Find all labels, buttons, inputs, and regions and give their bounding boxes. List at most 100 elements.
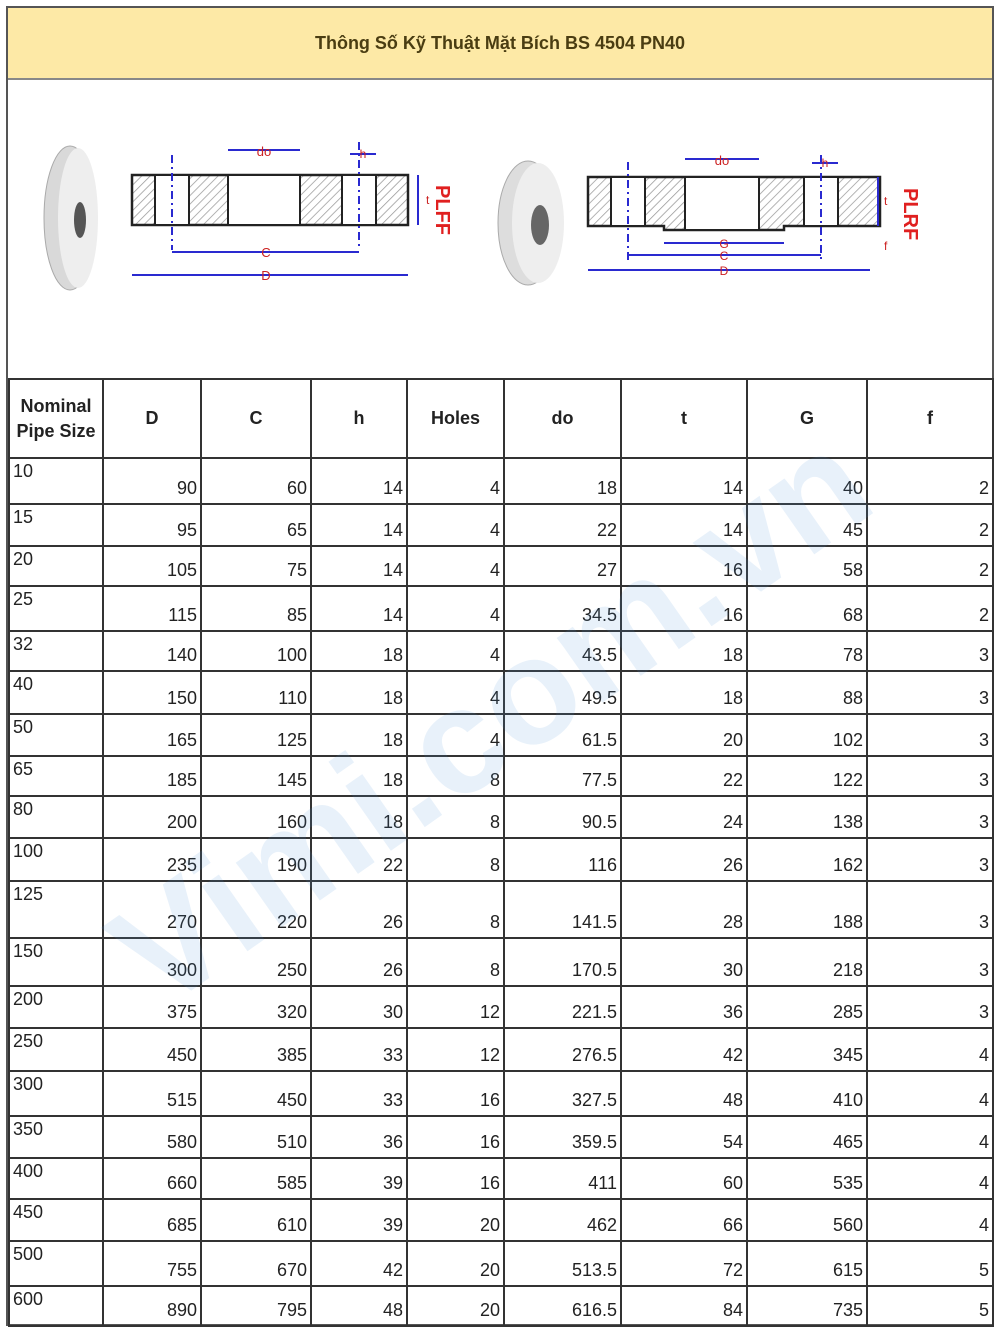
cell-h: 18 <box>310 755 408 797</box>
cell-holes: 20 <box>406 1198 505 1242</box>
cell-f: 4 <box>866 1070 994 1117</box>
cell-holes: 8 <box>406 837 505 882</box>
table-row: 125 270 220 26 8 141.5 28 188 3 <box>8 880 994 939</box>
table-row: 450 685 610 39 20 462 66 560 4 <box>8 1198 994 1242</box>
table-row: 600 890 795 48 20 616.5 84 735 5 <box>8 1285 994 1327</box>
cell-h: 14 <box>310 545 408 587</box>
cell-t: 16 <box>620 585 748 632</box>
cell-c: 585 <box>200 1157 312 1200</box>
cell-g: 40 <box>746 457 868 505</box>
cell-holes: 12 <box>406 985 505 1029</box>
cell-do: 462 <box>503 1198 622 1242</box>
plrf-flange-photo <box>497 160 564 286</box>
cell-t: 48 <box>620 1070 748 1117</box>
header-t: t <box>620 378 748 459</box>
table-row: 80 200 160 18 8 90.5 24 138 3 <box>8 795 994 839</box>
cell-do: 616.5 <box>503 1285 622 1327</box>
cell-d: 150 <box>102 670 202 715</box>
cell-t: 30 <box>620 937 748 987</box>
cell-h: 26 <box>310 937 408 987</box>
cell-f: 3 <box>866 713 994 757</box>
cell-c: 60 <box>200 457 312 505</box>
header-f: f <box>866 378 994 459</box>
cell-nominal-size: 50 <box>8 713 104 757</box>
cell-t: 84 <box>620 1285 748 1327</box>
cell-nominal-size: 125 <box>8 880 104 939</box>
cell-h: 36 <box>310 1115 408 1159</box>
header-d: D <box>102 378 202 459</box>
cell-do: 276.5 <box>503 1027 622 1072</box>
cell-t: 20 <box>620 713 748 757</box>
cell-nominal-size: 65 <box>8 755 104 797</box>
cell-h: 14 <box>310 457 408 505</box>
cell-do: 34.5 <box>503 585 622 632</box>
cell-d: 660 <box>102 1157 202 1200</box>
cell-g: 78 <box>746 630 868 672</box>
plff-type-label: PLFF <box>431 185 453 235</box>
cell-nominal-size: 600 <box>8 1285 104 1327</box>
cell-d: 115 <box>102 585 202 632</box>
header-holes: Holes <box>406 378 505 459</box>
cell-c: 320 <box>200 985 312 1029</box>
cell-do: 141.5 <box>503 880 622 939</box>
cell-g: 410 <box>746 1070 868 1117</box>
cell-nominal-size: 80 <box>8 795 104 839</box>
cell-holes: 16 <box>406 1070 505 1117</box>
cell-d: 890 <box>102 1285 202 1327</box>
cell-f: 4 <box>866 1115 994 1159</box>
cell-g: 45 <box>746 503 868 547</box>
cell-holes: 8 <box>406 880 505 939</box>
cell-g: 88 <box>746 670 868 715</box>
cell-t: 72 <box>620 1240 748 1287</box>
cell-c: 450 <box>200 1070 312 1117</box>
cell-do: 327.5 <box>503 1070 622 1117</box>
cell-f: 3 <box>866 937 994 987</box>
cell-f: 4 <box>866 1198 994 1242</box>
cell-c: 510 <box>200 1115 312 1159</box>
cell-t: 54 <box>620 1115 748 1159</box>
cell-d: 200 <box>102 795 202 839</box>
cell-h: 42 <box>310 1240 408 1287</box>
cell-c: 190 <box>200 837 312 882</box>
cell-do: 18 <box>503 457 622 505</box>
cell-f: 3 <box>866 755 994 797</box>
cell-do: 61.5 <box>503 713 622 757</box>
cell-t: 18 <box>620 670 748 715</box>
cell-c: 610 <box>200 1198 312 1242</box>
cell-t: 28 <box>620 880 748 939</box>
cell-holes: 4 <box>406 457 505 505</box>
cell-nominal-size: 32 <box>8 630 104 672</box>
plrf-section: do h t f G C D PLRF <box>586 153 921 278</box>
cell-do: 43.5 <box>503 630 622 672</box>
cell-holes: 4 <box>406 670 505 715</box>
table-row: 300 515 450 33 16 327.5 48 410 4 <box>8 1070 994 1117</box>
table-row: 32 140 100 18 4 43.5 18 78 3 <box>8 630 994 672</box>
cell-c: 125 <box>200 713 312 757</box>
cell-h: 26 <box>310 880 408 939</box>
cell-do: 411 <box>503 1157 622 1200</box>
cell-holes: 8 <box>406 755 505 797</box>
cell-nominal-size: 450 <box>8 1198 104 1242</box>
cell-d: 300 <box>102 937 202 987</box>
cell-c: 110 <box>200 670 312 715</box>
cell-g: 122 <box>746 755 868 797</box>
cell-t: 26 <box>620 837 748 882</box>
table-row: 200 375 320 30 12 221.5 36 285 3 <box>8 985 994 1029</box>
cell-d: 580 <box>102 1115 202 1159</box>
cell-f: 4 <box>866 1027 994 1072</box>
plff-h-label: h <box>360 147 367 161</box>
cell-g: 345 <box>746 1027 868 1072</box>
cell-nominal-size: 300 <box>8 1070 104 1117</box>
plrf-h-label: h <box>822 156 829 170</box>
cell-h: 18 <box>310 713 408 757</box>
cell-d: 515 <box>102 1070 202 1117</box>
plrf-t-label: t <box>884 194 888 208</box>
cell-f: 2 <box>866 545 994 587</box>
cell-do: 359.5 <box>503 1115 622 1159</box>
cell-holes: 20 <box>406 1285 505 1327</box>
cell-c: 145 <box>200 755 312 797</box>
plrf-g-label: G <box>719 237 728 251</box>
header-nominal-pipe-size: Nominal Pipe Size <box>8 378 104 459</box>
flange-diagram: do h t C D PLFF do h <box>8 80 992 378</box>
header-c: C <box>200 378 312 459</box>
